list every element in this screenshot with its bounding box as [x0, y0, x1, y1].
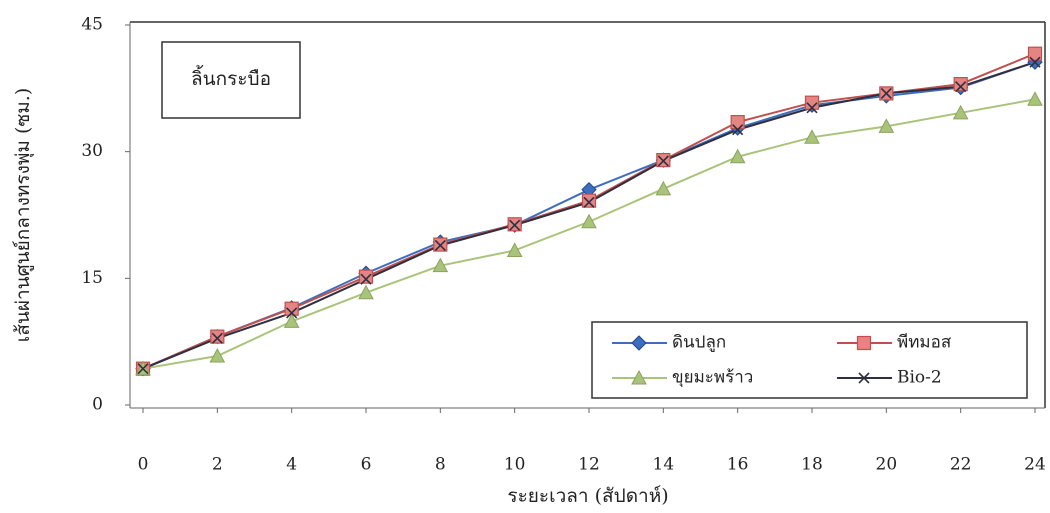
x-tick-label: 8: [435, 455, 446, 475]
marker: [878, 118, 895, 133]
marker: [210, 329, 225, 344]
annotation: ลิ้นกระบือ: [191, 65, 271, 90]
y-tick-label: 45: [81, 15, 103, 35]
y-tick-label: 15: [81, 268, 103, 288]
marker: [137, 363, 149, 375]
marker: [509, 219, 521, 231]
y-axis-label: เส้นผ่านศูนย์กลางทรงพุ่ม (ซม.): [12, 88, 35, 343]
x-tick-label: 6: [361, 455, 372, 475]
marker: [581, 213, 597, 229]
marker: [506, 242, 523, 257]
annotation-box: [161, 41, 301, 119]
marker: [1027, 46, 1043, 61]
x-tick-label: 16: [727, 455, 749, 475]
marker: [953, 77, 968, 92]
marker: [283, 313, 300, 328]
marker: [804, 129, 820, 144]
marker: [657, 155, 669, 167]
marker: [434, 239, 446, 251]
marker: [806, 102, 818, 114]
marker: [880, 87, 892, 99]
marker: [432, 257, 449, 273]
x-tick-label: 22: [950, 455, 972, 475]
marker: [729, 148, 746, 164]
marker: [804, 95, 820, 110]
marker: [583, 196, 595, 208]
series-line: [142, 98, 1036, 370]
x-tick-label: 24: [1024, 455, 1046, 475]
marker: [1029, 56, 1041, 68]
marker: [211, 332, 223, 344]
marker: [955, 81, 967, 93]
legend-box: [591, 321, 1028, 399]
legend-label: ดินปลูก: [672, 333, 726, 353]
marker: [952, 104, 969, 120]
x-axis-label: ระยะเวลา (สัปดาห์): [507, 485, 668, 507]
marker: [732, 124, 744, 136]
marker: [360, 273, 372, 285]
y-tick-label: 0: [92, 395, 103, 415]
marker: [655, 180, 672, 196]
x-tick-label: 12: [578, 455, 600, 475]
x-tick-label: 10: [504, 455, 526, 475]
legend-label: ขุยมะพร้าว: [672, 368, 753, 388]
legend-label: พีทมอส: [897, 333, 952, 353]
legend-marker: [856, 335, 872, 351]
x-tick-label: 14: [653, 455, 675, 475]
marker: [358, 284, 374, 300]
marker: [358, 269, 374, 284]
marker: [1027, 91, 1043, 106]
x-tick-label: 4: [286, 455, 297, 475]
x-tick-label: 0: [138, 455, 149, 475]
marker: [730, 115, 745, 130]
legend-marker: [631, 335, 647, 351]
y-tick-label: 30: [81, 141, 103, 161]
legend-marker: [631, 369, 647, 385]
legend-label: Bio-2: [897, 368, 942, 388]
legend-marker: [858, 372, 870, 384]
marker: [286, 307, 298, 319]
x-tick-label: 2: [212, 455, 223, 475]
x-tick-label: 18: [801, 455, 823, 475]
marker: [209, 347, 226, 363]
marker: [581, 193, 597, 208]
x-tick-label: 20: [876, 455, 898, 475]
